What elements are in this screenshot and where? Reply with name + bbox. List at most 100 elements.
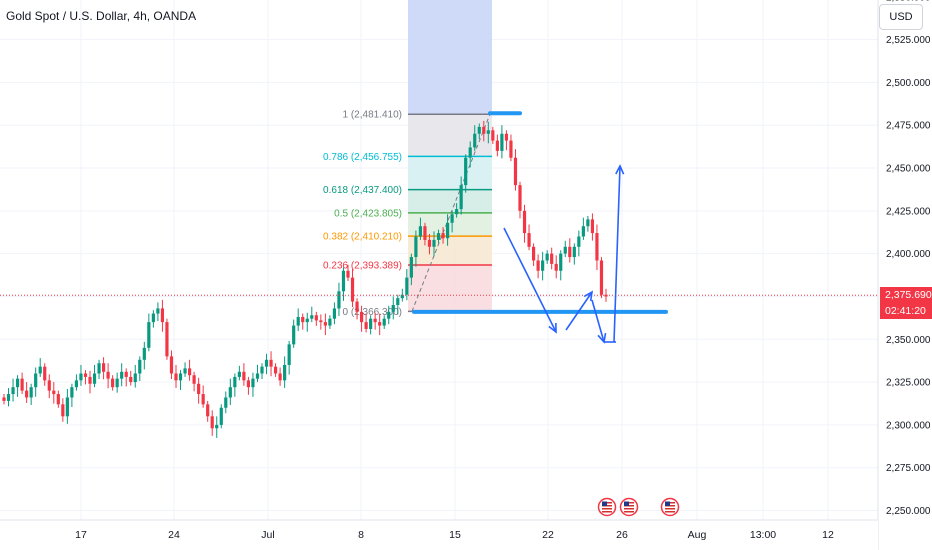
candle-body: [599, 260, 604, 295]
price-tick-label: 2,550.000: [886, 0, 931, 3]
candle-body: [115, 378, 119, 388]
time-tick-label: 13:00: [750, 529, 776, 541]
candle-body: [423, 226, 427, 240]
flag-stripe: [602, 508, 612, 510]
candle-body: [206, 404, 210, 417]
time-tick-label: 12: [822, 529, 834, 541]
flag-canton: [665, 501, 670, 506]
fib-level-label: 0.236 (2,393.389): [323, 260, 402, 271]
candle-body: [495, 140, 499, 151]
candle-body: [120, 371, 124, 379]
candle-body: [432, 239, 436, 247]
currency-selector[interactable]: USD: [879, 4, 923, 30]
candle-body: [500, 133, 504, 151]
candle-body: [545, 253, 549, 261]
candle-body: [251, 378, 255, 388]
candle-body: [178, 373, 183, 381]
us-flag-event-icon[interactable]: [597, 497, 617, 517]
candle-body: [138, 359, 142, 374]
candle-body: [106, 371, 110, 379]
candle-body: [314, 315, 318, 321]
candle-body: [52, 390, 56, 395]
candle-body: [531, 246, 536, 261]
candle-body: [224, 397, 228, 408]
price-tick-label: 2,525.000: [886, 35, 931, 46]
arrow-down-2[interactable]: [591, 299, 605, 343]
fib-band: [408, 264, 492, 312]
drawings[interactable]: [412, 111, 668, 344]
arrow-down-1[interactable]: [503, 227, 557, 333]
candle-body: [287, 344, 291, 365]
price-tick-label: 2,425.000: [886, 206, 931, 217]
candle-body: [255, 373, 260, 379]
candle-body: [142, 347, 146, 360]
time-axis[interactable]: 17 24 Jul 8 15 22 26 Aug 13:00 12: [0, 519, 878, 550]
candle-body: [581, 226, 585, 237]
candle-body: [513, 157, 518, 186]
candle-body: [491, 130, 495, 141]
arrow-up-1[interactable]: [565, 291, 593, 331]
us-flag-event-icon[interactable]: [660, 497, 680, 517]
fibonacci-retracement[interactable]: 1.618 (2,552.611)1 (2,481.410)0.786 (2,4…: [323, 0, 492, 318]
candle-body: [6, 394, 11, 401]
candle-body: [482, 126, 486, 134]
arrow-up-target-head[interactable]: [615, 164, 625, 175]
candle-body: [527, 233, 531, 247]
candle-body: [550, 253, 554, 264]
fib-band: [408, 0, 492, 115]
candle-body: [441, 233, 445, 239]
time-axis-bg: [0, 520, 878, 550]
us-flag-event-icon[interactable]: [619, 497, 639, 517]
candle-body: [369, 318, 373, 329]
flag-stripe: [624, 508, 634, 510]
fib-trend-line: [411, 114, 491, 312]
candle-body: [436, 233, 441, 240]
economic-events[interactable]: [597, 497, 680, 517]
flag-canton: [602, 501, 607, 506]
candle-body: [233, 376, 237, 388]
price-tick-label: 2,400.000: [886, 249, 931, 260]
price-tick-label: 2,450.000: [886, 164, 931, 175]
arrow-down-1-head[interactable]: [548, 322, 557, 334]
candle-body: [577, 236, 581, 247]
time-tick-label: Jul: [261, 529, 274, 541]
candle-body: [278, 373, 282, 381]
candle-body: [34, 373, 38, 388]
candle-body: [79, 373, 83, 381]
arrow-up-1-head[interactable]: [583, 290, 594, 302]
price-tick-label: 2,325.000: [886, 378, 931, 389]
candle-body: [11, 387, 15, 395]
flag-stripe: [624, 511, 634, 513]
candle-body: [83, 373, 88, 377]
candle-body: [590, 219, 595, 234]
arrow-up-target[interactable]: [613, 165, 621, 343]
candle-body: [568, 246, 572, 258]
candle-body: [38, 366, 42, 374]
candle-body: [414, 236, 418, 258]
candle-body: [468, 147, 472, 158]
candle-body: [192, 375, 196, 384]
candle-body: [183, 368, 187, 374]
flag-canton: [624, 501, 629, 506]
price-axis[interactable]: 2,250.000 2,275.000 2,300.000 2,325.000 2,35…: [877, 0, 932, 550]
time-tick-label: 17: [75, 529, 87, 541]
candle-body: [350, 277, 355, 302]
candle-body: [133, 373, 137, 383]
candle-body: [292, 325, 296, 345]
candle-body: [473, 133, 477, 148]
candle-body: [215, 424, 219, 429]
fib-band: [408, 156, 492, 190]
price-tick-label: 2,300.000: [886, 420, 931, 431]
candle-body: [29, 387, 33, 398]
candle-body: [165, 322, 169, 357]
candle-body: [518, 185, 522, 211]
price-tick-label: 2,250.000: [886, 506, 931, 517]
candle-body: [554, 263, 558, 271]
fib-level-label: 0.786 (2,456.755): [323, 152, 402, 163]
fib-band: [408, 189, 492, 213]
time-tick-label: 24: [168, 529, 180, 541]
candle-body: [522, 210, 527, 234]
candle-body: [273, 366, 278, 374]
price-tick-label: 2,500.000: [886, 78, 931, 89]
